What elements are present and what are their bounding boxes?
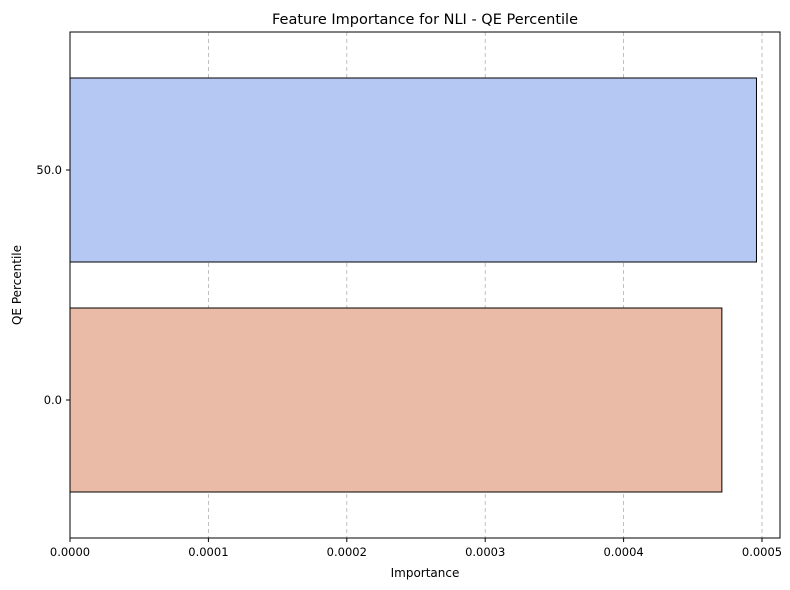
bar-0-0 [69, 307, 723, 493]
x-tick-label: 0.0000 [50, 545, 90, 559]
x-tick-label: 0.0004 [603, 545, 643, 559]
x-tick-label: 0.0005 [742, 545, 782, 559]
y-axis-label: QE Percentile [10, 245, 24, 325]
bars-layer [69, 77, 757, 493]
x-tick-label: 0.0002 [327, 545, 367, 559]
y-tick-label: 50.0 [36, 163, 62, 177]
x-axis-label: Importance [391, 566, 460, 580]
x-axis-ticks: 0.0000 0.0001 0.0002 0.0003 0.0004 0.0005 [50, 538, 782, 559]
plot-area-frame [69, 31, 781, 539]
chart-title: Feature Importance for NLI - QE Percenti… [272, 12, 578, 28]
y-tick-label: 0.0 [44, 393, 62, 407]
x-tick-label: 0.0003 [465, 545, 505, 559]
y-axis-ticks: 50.0 0.0 [36, 163, 70, 407]
bar-50-0 [69, 77, 757, 263]
x-tick-label: 0.0001 [188, 545, 228, 559]
